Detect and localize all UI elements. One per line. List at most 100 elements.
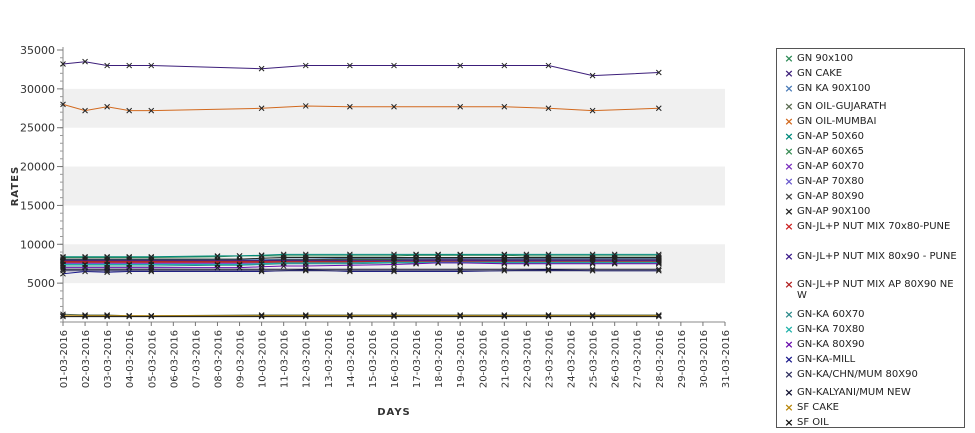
x-tick-label: 31-03-2016	[721, 330, 732, 388]
data-point	[302, 313, 309, 320]
legend-marker-icon: ×	[784, 323, 794, 336]
data-point	[82, 268, 88, 275]
data-point	[258, 312, 265, 319]
data-point	[148, 312, 155, 319]
data-point	[545, 266, 552, 273]
data-point	[457, 103, 464, 110]
chart-legend: × GN 90x100 × GN CAKE × GN KA 90X100 × GN OIL-G…	[776, 48, 965, 428]
data-point	[82, 313, 88, 320]
legend-item: × GN OIL-GUJARATH	[781, 101, 961, 112]
data-point	[501, 260, 508, 267]
legend-marker-icon: ×	[784, 82, 794, 95]
data-point	[457, 266, 464, 273]
data-point	[457, 312, 464, 319]
x-tick-label: 30-03-2016	[699, 330, 710, 388]
legend-item: × GN-JL+P NUT MIX 70x80-PUNE	[781, 221, 961, 232]
data-point	[126, 107, 133, 114]
legend-label: GN-JL+P NUT MIX 70x80-PUNE	[797, 221, 951, 232]
legend-item: × GN-KA/CHN/MUM 80X90	[781, 369, 961, 380]
data-point	[82, 107, 88, 114]
data-point	[589, 312, 596, 319]
data-point	[60, 61, 66, 67]
legend-marker-icon: ×	[784, 278, 794, 291]
data-point	[413, 254, 419, 261]
data-point	[258, 268, 265, 275]
data-point	[501, 312, 508, 319]
x-tick-label: 26-03-2016	[611, 330, 622, 388]
series-gn-kalyani-mum-new	[60, 266, 662, 273]
legend-label: GN OIL-MUMBAI	[797, 116, 877, 127]
x-tick-label: 11-03-2016	[280, 330, 291, 388]
data-point	[589, 72, 596, 79]
legend-item: × GN 90x100	[781, 53, 961, 64]
data-point	[655, 312, 662, 319]
legend-item: × GN-KA 70X80	[781, 324, 961, 335]
legend-label: GN-KA 60X70	[797, 309, 865, 320]
data-point	[413, 260, 419, 266]
x-tick-label: 07-03-2016	[191, 330, 202, 388]
legend-item: × GN-AP 70X80	[781, 176, 961, 187]
legend-label: GN-KALYANI/MUM NEW	[797, 387, 911, 398]
data-point	[523, 260, 530, 267]
legend-item: × GN-KA 60X70	[781, 309, 961, 320]
x-tick-label: 12-03-2016	[302, 330, 313, 388]
data-point	[589, 313, 596, 320]
data-point	[280, 260, 287, 267]
data-point	[258, 313, 265, 320]
legend-marker-icon: ×	[784, 368, 794, 381]
x-tick-label: 04-03-2016	[125, 330, 136, 388]
data-point	[347, 103, 353, 110]
legend-item: × GN-AP 60X70	[781, 161, 961, 172]
data-point	[589, 260, 596, 267]
data-point	[236, 262, 243, 269]
data-point	[347, 266, 353, 273]
data-point	[302, 266, 309, 273]
data-point	[258, 105, 265, 112]
data-point	[501, 260, 508, 266]
legend-marker-icon: ×	[784, 401, 794, 414]
legend-marker-icon: ×	[784, 160, 794, 173]
data-point	[545, 105, 552, 112]
x-tick-label: 25-03-2016	[589, 330, 600, 388]
data-point	[655, 260, 662, 266]
legend-marker-icon: ×	[784, 416, 794, 428]
data-point	[457, 268, 464, 275]
x-tick-label: 29-03-2016	[677, 330, 688, 388]
data-point	[457, 260, 464, 266]
series-sf-cake	[60, 312, 662, 319]
series-sf-oil	[60, 313, 662, 320]
legend-item: × GN-KA-MILL	[781, 354, 961, 365]
legend-marker-icon: ×	[784, 115, 794, 128]
data-point	[126, 268, 133, 275]
legend-label: GN 90x100	[797, 53, 854, 64]
data-point	[302, 267, 309, 273]
data-point	[611, 254, 618, 261]
data-point	[148, 62, 155, 69]
data-point	[391, 268, 397, 275]
data-point	[148, 313, 155, 320]
series-line	[62, 103, 659, 112]
x-tick-label: 13-03-2016	[324, 330, 335, 388]
data-point	[302, 312, 309, 319]
legend-item: × GN-AP 80X90	[781, 191, 961, 202]
legend-marker-icon: ×	[784, 338, 794, 351]
legend-label: GN-JL+P NUT MIX 80x90 - PUNE	[797, 251, 957, 262]
data-point	[391, 266, 397, 273]
x-tick-label: 24-03-2016	[567, 330, 578, 388]
data-point	[214, 262, 221, 269]
y-tick-label: 10000	[20, 238, 55, 251]
data-point	[435, 260, 441, 266]
data-point	[655, 266, 662, 273]
data-point	[60, 101, 66, 108]
data-point	[545, 312, 552, 319]
series-line	[62, 61, 659, 77]
data-point	[457, 259, 464, 266]
legend-label: GN-AP 90X100	[797, 206, 871, 217]
x-axis-label: DAYS	[377, 407, 411, 418]
series-gn-cake	[60, 58, 662, 79]
series-gn-ka-70x80	[60, 259, 662, 268]
legend-label: GN KA 90X100	[797, 83, 871, 94]
data-point	[545, 260, 552, 266]
